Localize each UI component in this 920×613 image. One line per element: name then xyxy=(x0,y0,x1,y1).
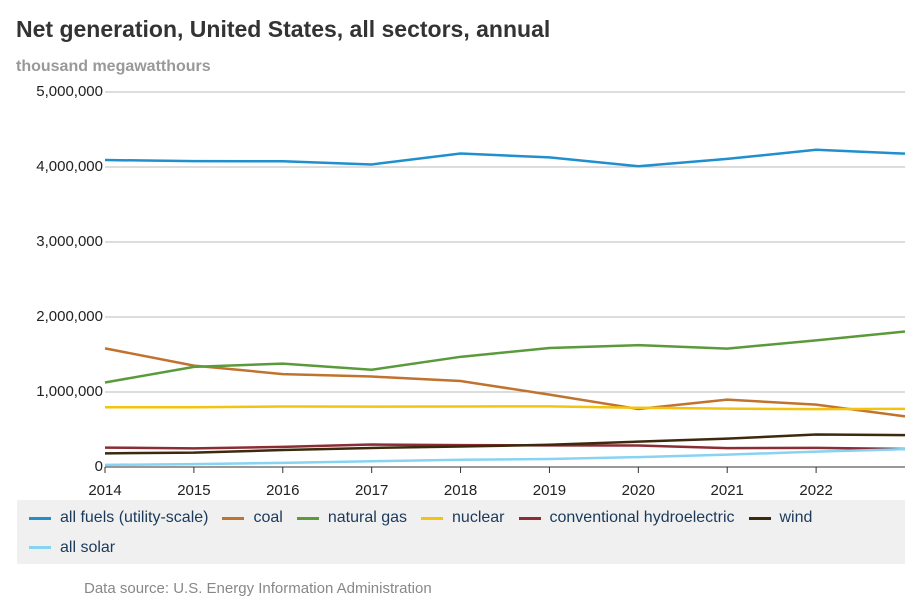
legend-swatch xyxy=(222,516,245,520)
x-tick-label: 2014 xyxy=(88,482,121,499)
legend-label: all fuels (utility-scale) xyxy=(60,509,209,526)
x-tick-label: 2018 xyxy=(444,482,477,499)
x-tick-label: 2020 xyxy=(622,482,655,499)
series-line xyxy=(105,405,906,411)
legend-swatch xyxy=(29,516,51,520)
legend-label: natural gas xyxy=(327,509,408,526)
x-tick-label: 2016 xyxy=(266,482,299,499)
y-tick-label: 0 xyxy=(95,458,103,475)
legend-swatch xyxy=(518,516,541,520)
legend-item[interactable]: wind xyxy=(748,509,813,527)
legend-label: conventional hydroelectric xyxy=(549,509,735,526)
x-tick-label: 2017 xyxy=(355,482,388,499)
legend-swatch xyxy=(296,516,319,520)
source-note: Data source: U.S. Energy Information Adm… xyxy=(84,580,432,597)
legend-label: all solar xyxy=(60,538,116,556)
y-tick-label: 1,000,000 xyxy=(36,383,103,400)
legend-item[interactable]: nuclear xyxy=(421,509,505,527)
x-tick-label: 2015 xyxy=(177,482,210,499)
legend-label: nuclear xyxy=(452,509,505,526)
y-tick-label: 4,000,000 xyxy=(36,158,103,175)
chart-title: Net generation, United States, all secto… xyxy=(16,16,551,42)
series-line xyxy=(104,447,906,467)
legend-item[interactable]: natural gas xyxy=(296,509,408,527)
x-tick-label: 2021 xyxy=(711,482,744,499)
legend: all fuels (utility-scale) coal natural gas… xyxy=(17,500,905,564)
series-line xyxy=(104,148,906,168)
x-tick-label: 2022 xyxy=(799,482,832,499)
y-tick-label: 2,000,000 xyxy=(36,308,103,325)
chart: 0 1,000,000 2,000,000 3,000,000 4,000,000 5,0… xyxy=(36,83,906,499)
legend-swatch xyxy=(29,546,51,549)
x-tick-label: 2019 xyxy=(533,482,566,499)
legend-swatch xyxy=(421,516,444,520)
legend-item[interactable]: all fuels (utility-scale) xyxy=(29,509,208,527)
series-line xyxy=(104,433,906,455)
legend-label: wind xyxy=(779,509,813,526)
legend-item[interactable]: all solar xyxy=(29,539,115,557)
legend-swatch xyxy=(748,516,771,520)
legend-label: coal xyxy=(253,509,283,526)
y-tick-label: 5,000,000 xyxy=(36,83,103,100)
y-tick-label: 3,000,000 xyxy=(36,233,103,250)
series-line xyxy=(104,347,906,418)
series-line xyxy=(104,330,906,384)
legend-item[interactable]: conventional hydroelectric xyxy=(518,509,735,527)
chart-subtitle: thousand megawatthours xyxy=(16,58,211,75)
legend-item[interactable]: coal xyxy=(222,509,283,527)
